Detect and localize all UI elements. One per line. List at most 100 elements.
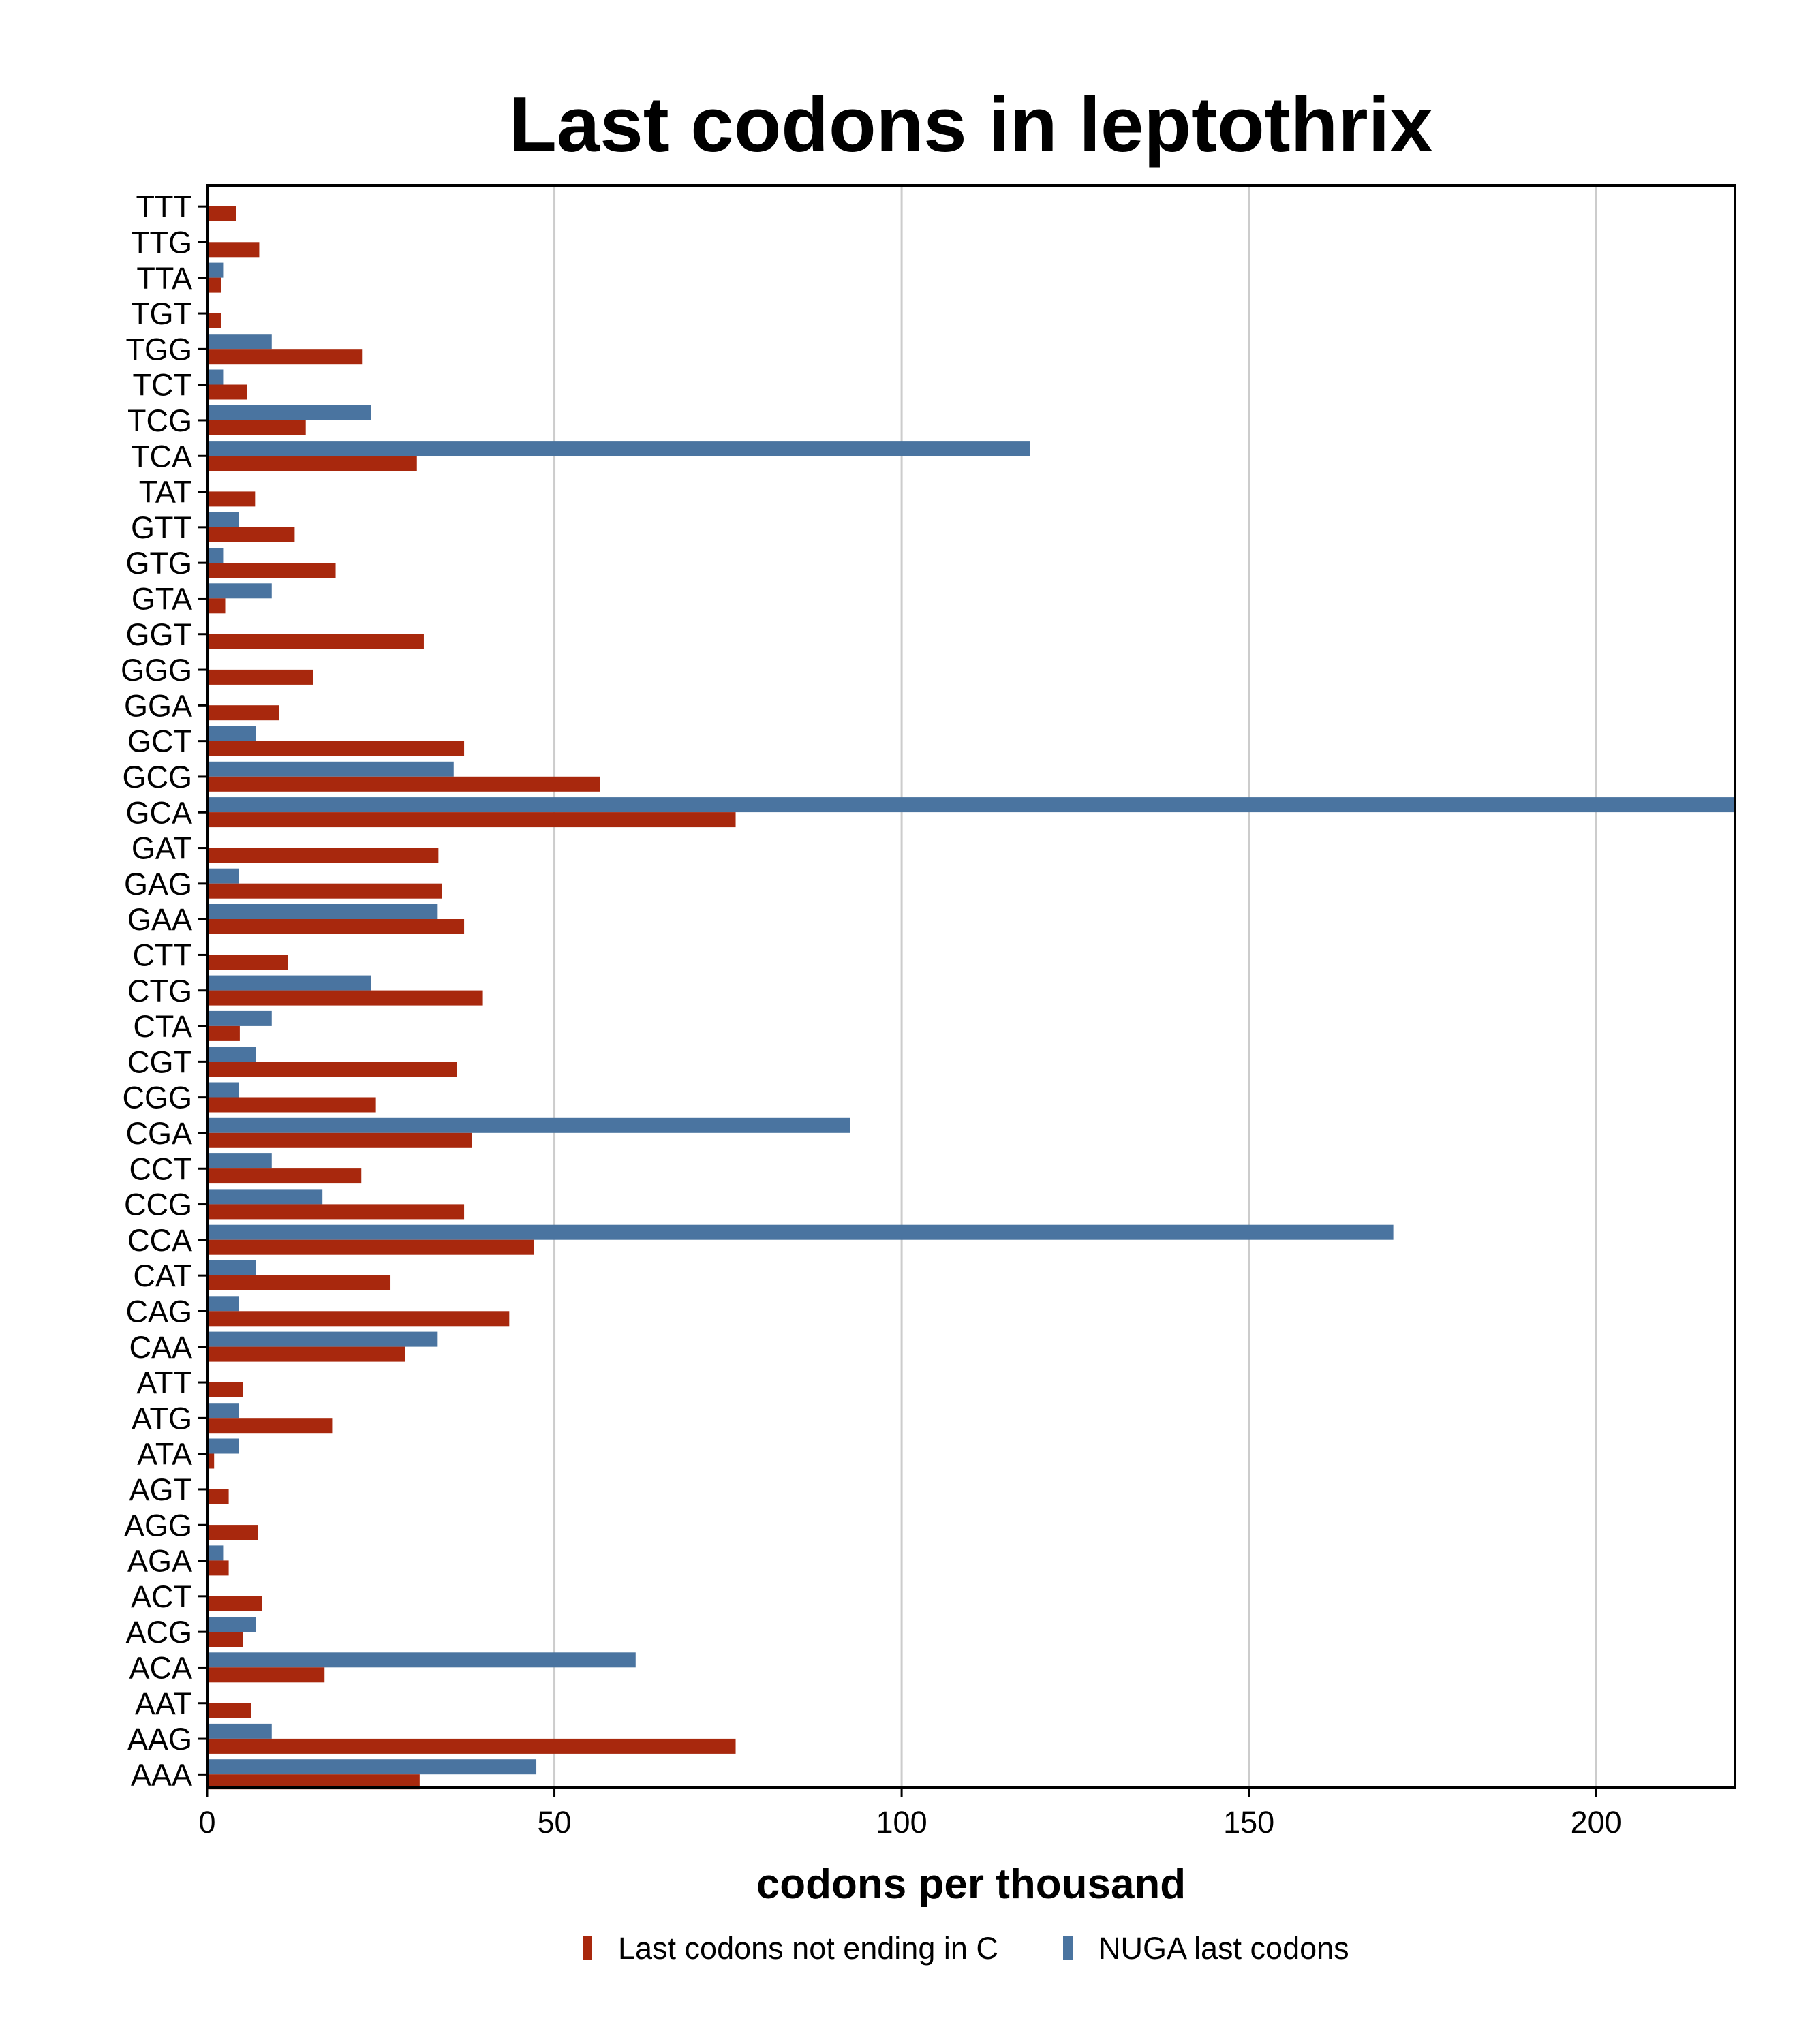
bar-nuga-GCG bbox=[207, 761, 454, 777]
bar-nuga-CGT bbox=[207, 1047, 256, 1062]
y-tick-label: GCG bbox=[122, 760, 192, 794]
bar-not-c-GTG bbox=[207, 563, 336, 578]
x-tick-label: 100 bbox=[876, 1805, 927, 1840]
plot-frame bbox=[206, 184, 1736, 1789]
bar-nuga-CGG bbox=[207, 1082, 239, 1098]
bar-nuga-GAA bbox=[207, 904, 438, 919]
bar-nuga-CAA bbox=[207, 1331, 438, 1347]
bar-not-c-AGT bbox=[207, 1489, 229, 1504]
bar-nuga-ATA bbox=[207, 1438, 239, 1454]
y-tick-label: GAG bbox=[124, 867, 192, 901]
bar-nuga-GTT bbox=[207, 512, 239, 527]
y-tick-label: GGG bbox=[121, 653, 192, 687]
y-tick-label: GTG bbox=[126, 546, 193, 580]
bar-not-c-TTT bbox=[207, 206, 236, 221]
y-tick-label: TGT bbox=[131, 296, 192, 331]
bar-nuga-CAG bbox=[207, 1296, 239, 1312]
bar-nuga-GAG bbox=[207, 868, 239, 884]
bar-not-c-ATT bbox=[207, 1382, 243, 1397]
bar-nuga-CTA bbox=[207, 1010, 272, 1026]
y-tick-label: CGG bbox=[122, 1081, 192, 1115]
x-tick-label: 0 bbox=[198, 1805, 215, 1840]
bar-not-c-CTT bbox=[207, 955, 288, 970]
bar-not-c-TCT bbox=[207, 384, 247, 400]
x-tick-label: 150 bbox=[1223, 1805, 1274, 1840]
bar-not-c-GAA bbox=[207, 919, 465, 934]
y-tick-label: TAT bbox=[139, 475, 192, 510]
x-axis-label: codons per thousand bbox=[756, 1861, 1186, 1908]
x-axis: 0 50 100 150 200 bbox=[198, 1788, 1622, 1840]
bar-not-c-TGG bbox=[207, 349, 363, 365]
y-tick-label: TCG bbox=[127, 403, 192, 438]
bar-not-c-AGG bbox=[207, 1525, 258, 1540]
y-tick-label: TTA bbox=[136, 261, 192, 296]
bar-not-c-ATG bbox=[207, 1418, 333, 1434]
chart-title: Last codons in leptothrix bbox=[509, 82, 1432, 168]
y-tick-label: TTG bbox=[131, 225, 192, 260]
bar-nuga-TCT bbox=[207, 369, 224, 385]
bar-nuga-CTG bbox=[207, 975, 371, 991]
y-tick-label: GAT bbox=[132, 831, 192, 866]
bar-nuga-AGA bbox=[207, 1545, 224, 1561]
bar-not-c-CGG bbox=[207, 1097, 376, 1113]
bar-not-c-TCG bbox=[207, 420, 306, 435]
y-tick-label: ATA bbox=[137, 1437, 192, 1472]
bar-not-c-AAT bbox=[207, 1703, 251, 1718]
bar-nuga-ATG bbox=[207, 1403, 239, 1419]
bar-nuga-CCA bbox=[207, 1224, 1394, 1240]
y-tick-label: AAA bbox=[131, 1757, 192, 1792]
bar-not-c-TTA bbox=[207, 277, 221, 293]
bar-nuga-ACA bbox=[207, 1652, 636, 1668]
bar-not-c-CCT bbox=[207, 1168, 362, 1184]
bar-nuga-TCA bbox=[207, 441, 1030, 456]
y-tick-label: CAT bbox=[133, 1258, 192, 1293]
bar-not-c-GGG bbox=[207, 669, 313, 685]
y-tick-label: ATT bbox=[136, 1365, 192, 1400]
bars bbox=[207, 206, 1735, 1790]
y-tick-label: GCA bbox=[125, 795, 192, 830]
y-tick-label: ACG bbox=[125, 1615, 192, 1650]
bar-not-c-CAA bbox=[207, 1346, 405, 1362]
legend-label: Last codons not ending in C bbox=[618, 1931, 998, 1966]
y-tick-label: CGT bbox=[127, 1044, 192, 1079]
bar-not-c-ACT bbox=[207, 1596, 262, 1611]
bar-nuga-TTA bbox=[207, 262, 224, 278]
bar-nuga-ACG bbox=[207, 1617, 256, 1632]
y-tick-label: CGA bbox=[125, 1116, 192, 1151]
bar-nuga-AAA bbox=[207, 1759, 537, 1775]
bar-nuga-CCT bbox=[207, 1153, 272, 1169]
bar-not-c-TAT bbox=[207, 491, 256, 507]
bar-not-c-ACG bbox=[207, 1632, 243, 1647]
y-tick-label: GTT bbox=[131, 510, 192, 545]
bar-not-c-CGT bbox=[207, 1062, 457, 1077]
y-tick-label: GCT bbox=[127, 724, 192, 759]
y-tick-label: CCT bbox=[129, 1151, 192, 1186]
bar-not-c-GTT bbox=[207, 527, 295, 542]
bar-nuga-GTA bbox=[207, 583, 272, 599]
y-tick-label: ACT bbox=[131, 1579, 192, 1614]
x-tick-label: 50 bbox=[538, 1805, 572, 1840]
bar-nuga-TCG bbox=[207, 405, 371, 420]
bar-nuga-GCT bbox=[207, 726, 256, 741]
y-tick-label: TCA bbox=[131, 439, 192, 474]
bar-not-c-GTA bbox=[207, 598, 226, 614]
bar-nuga-GTG bbox=[207, 548, 224, 563]
y-tick-label: CCG bbox=[124, 1188, 192, 1222]
bar-nuga-AAG bbox=[207, 1723, 272, 1739]
legend-swatch bbox=[1063, 1936, 1073, 1960]
y-tick-label: TCT bbox=[133, 368, 192, 403]
y-tick-label: GAA bbox=[127, 902, 192, 937]
y-tick-label: TGG bbox=[126, 332, 193, 367]
y-tick-label: ACA bbox=[129, 1650, 192, 1685]
bar-not-c-GAT bbox=[207, 848, 439, 863]
legend-label: NUGA last codons bbox=[1099, 1931, 1349, 1966]
y-tick-label: AAG bbox=[127, 1722, 192, 1756]
y-tick-label: CAG bbox=[125, 1294, 192, 1329]
bar-not-c-ATA bbox=[207, 1453, 215, 1469]
bar-not-c-TTG bbox=[207, 242, 260, 258]
bar-not-c-CTA bbox=[207, 1025, 240, 1041]
bar-not-c-CAG bbox=[207, 1311, 510, 1327]
y-tick-label: AGG bbox=[124, 1508, 192, 1543]
legend: Last codons not ending in C NUGA last cod… bbox=[583, 1931, 1349, 1966]
bar-not-c-CCG bbox=[207, 1204, 465, 1220]
